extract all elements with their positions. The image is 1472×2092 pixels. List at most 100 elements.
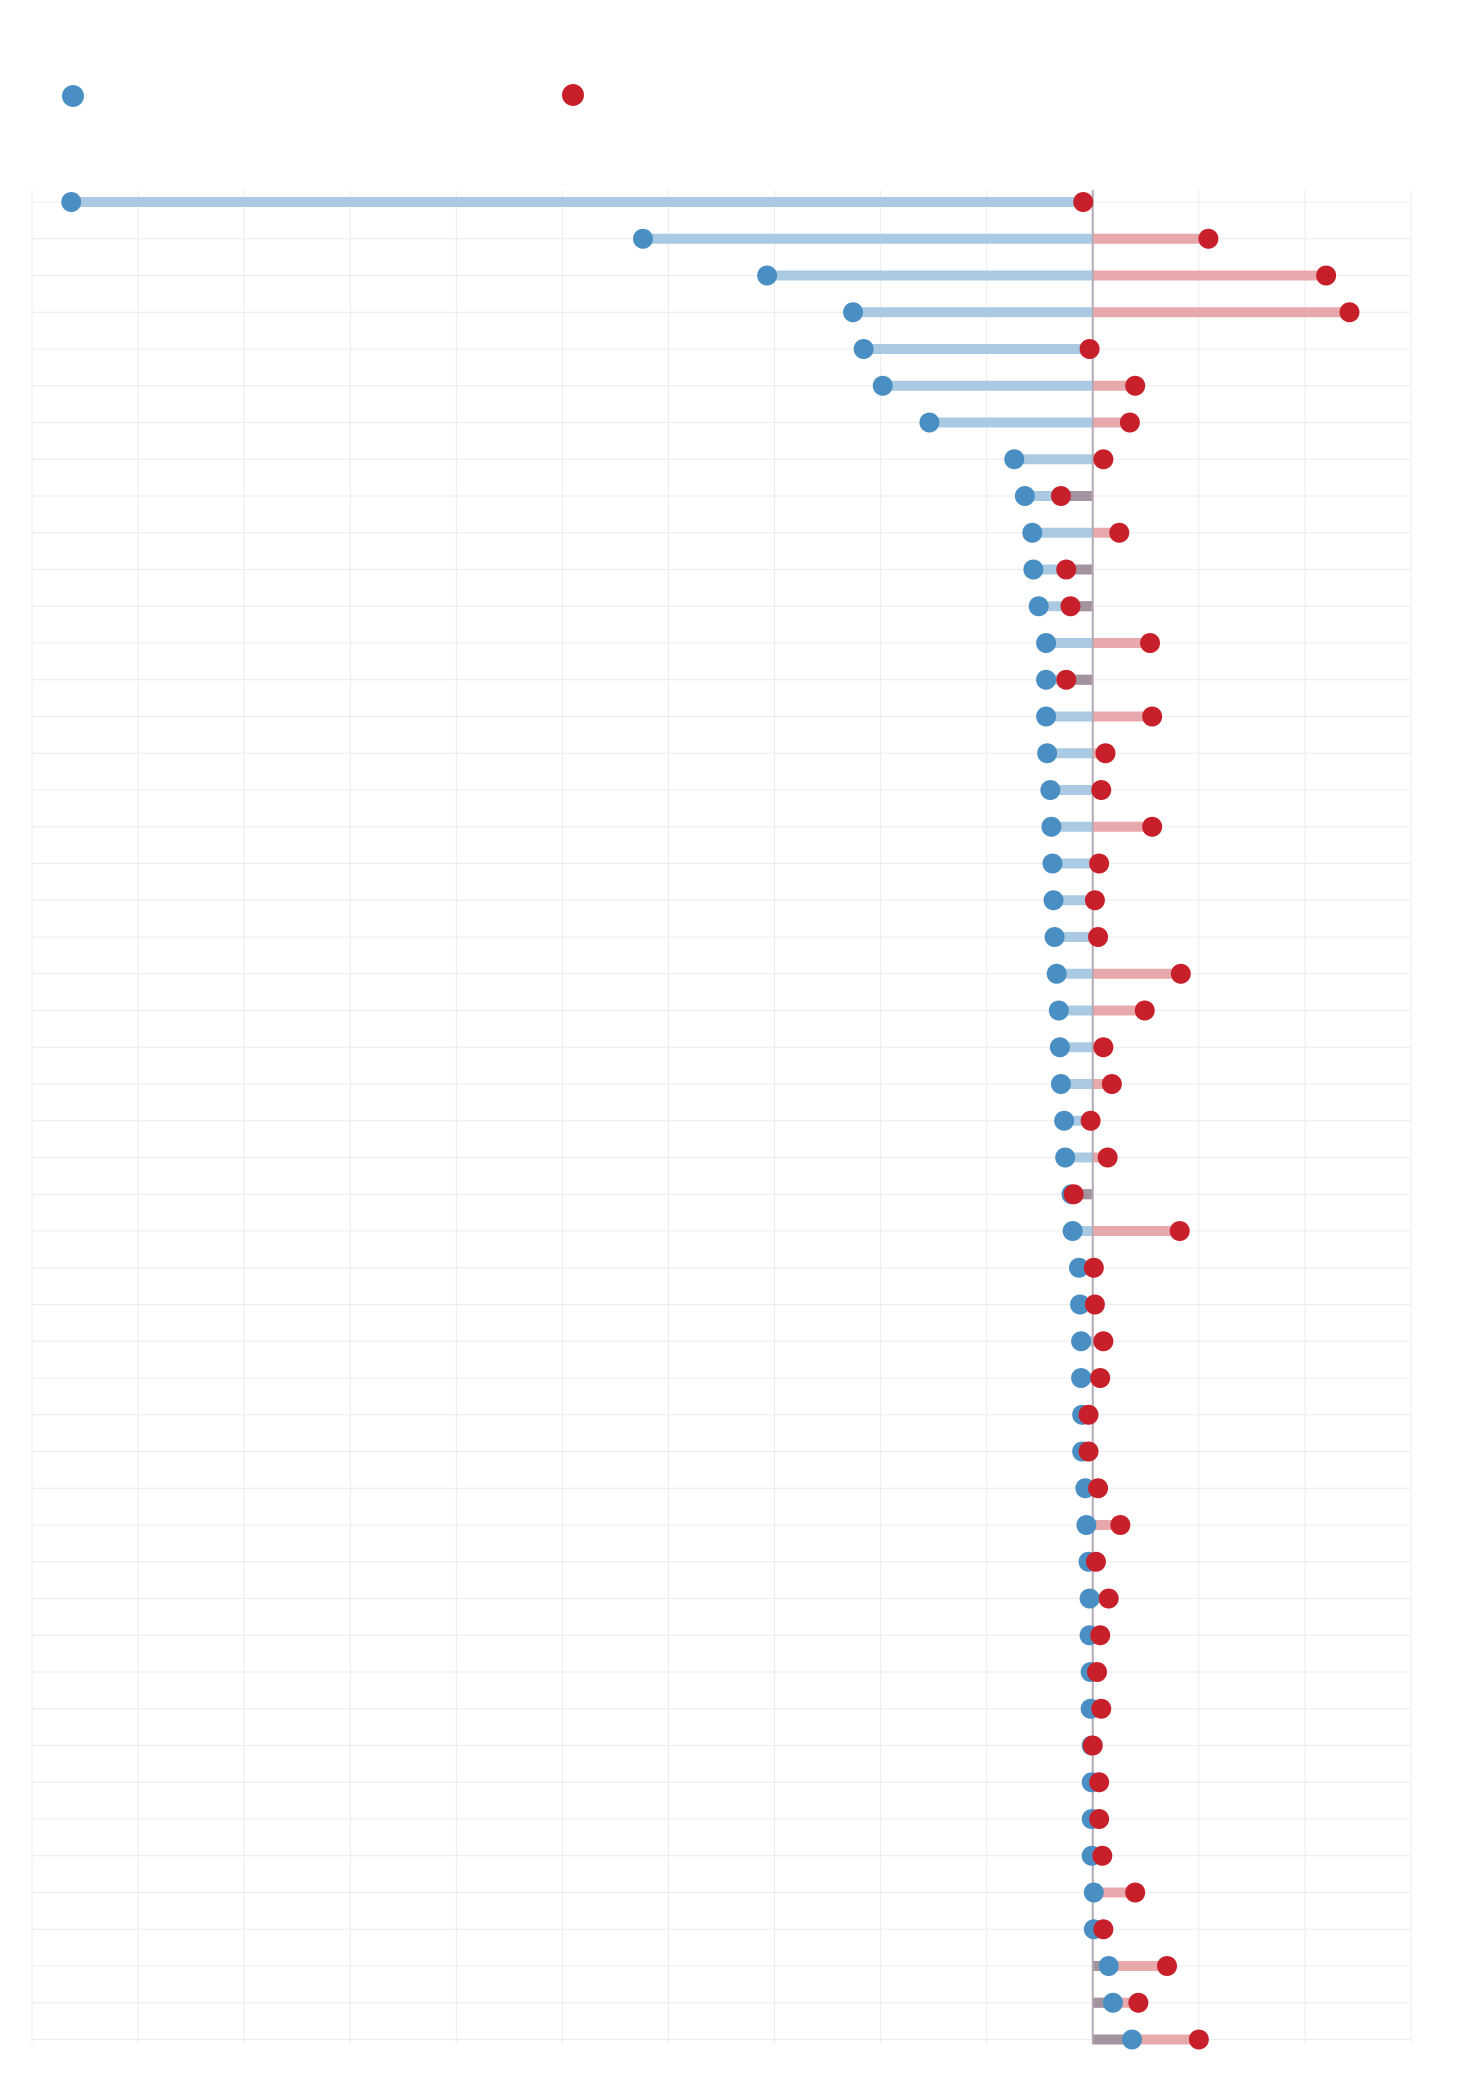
dot-series-b — [1090, 1368, 1111, 1388]
dot-series-a — [1042, 853, 1063, 874]
legend-marker-series-a — [62, 85, 84, 107]
bar-series-a — [1059, 1042, 1093, 1053]
bar-series-a — [1047, 748, 1093, 759]
bar-series-b — [1092, 233, 1209, 244]
dot-series-b — [1078, 1441, 1099, 1462]
bar-overlap — [1066, 674, 1093, 685]
dot-series-b — [1056, 669, 1077, 690]
dot-series-a — [1071, 1368, 1092, 1388]
bar-series-a — [1014, 454, 1093, 465]
dot-series-b — [1050, 486, 1071, 506]
dot-series-b — [1125, 375, 1146, 396]
dot-series-a — [1014, 486, 1035, 506]
dot-series-a — [1022, 522, 1043, 543]
dot-series-b — [1089, 1772, 1110, 1793]
legend-marker-series-b — [562, 84, 584, 106]
dot-series-b — [1093, 1331, 1114, 1352]
dot-series-a — [1054, 1110, 1075, 1131]
dot-series-b — [1339, 302, 1360, 323]
dot-series-a — [1050, 1074, 1071, 1094]
dot-series-b — [1092, 1845, 1113, 1866]
dot-series-b — [1093, 449, 1114, 470]
bar-series-a — [1058, 1005, 1093, 1016]
bar-overlap — [1066, 564, 1093, 575]
dot-series-b — [1085, 1551, 1106, 1572]
dot-series-b — [1063, 1184, 1084, 1205]
bar-series-a — [1046, 711, 1093, 722]
dot-series-a — [919, 412, 940, 433]
bar-series-a — [1051, 821, 1093, 832]
bar-series-a — [882, 380, 1093, 391]
bar-series-a — [1054, 932, 1093, 942]
dot-series-b — [1091, 1698, 1112, 1719]
bar-series-b — [1092, 1520, 1121, 1530]
dot-series-a — [1048, 1000, 1069, 1021]
dot-series-b — [1089, 853, 1110, 874]
dot-series-a — [757, 265, 778, 286]
bar-series-b — [1092, 307, 1350, 318]
dot-series-a — [1083, 1882, 1104, 1903]
dot-series-a — [1040, 780, 1061, 800]
bar-series-b — [1092, 1005, 1145, 1016]
dot-series-b — [1109, 522, 1130, 543]
bar-overlap — [1092, 1997, 1113, 2008]
dot-series-b — [1128, 1992, 1149, 2013]
dot-series-b — [1169, 1221, 1190, 1241]
bar-series-b — [1092, 1961, 1168, 1971]
bar-overlap — [1092, 2034, 1133, 2045]
dot-series-a — [61, 192, 82, 212]
dot-series-a — [1071, 1331, 1092, 1352]
bar-series-a — [1050, 785, 1093, 795]
bar-overlap — [1060, 491, 1093, 501]
dot-series-b — [1093, 1037, 1114, 1058]
dot-series-a — [1023, 559, 1044, 580]
bar-series-a — [1046, 638, 1093, 648]
dot-series-b — [1157, 1956, 1178, 1976]
bar-series-b — [1092, 1226, 1180, 1236]
dot-series-b — [1198, 228, 1219, 249]
dot-series-a — [1044, 927, 1065, 947]
dumbbell-dots — [61, 192, 1360, 2050]
dot-series-a — [1070, 1294, 1091, 1315]
bar-series-a — [1072, 1226, 1093, 1236]
dot-series-b — [1084, 890, 1105, 911]
bar-series-a — [853, 307, 1093, 318]
dot-series-a — [853, 339, 874, 359]
dot-series-a — [1036, 706, 1057, 727]
dot-series-b — [1101, 1074, 1122, 1094]
dot-series-a — [1041, 816, 1062, 837]
bar-series-b — [1092, 270, 1327, 281]
bar-series-a — [1064, 1115, 1093, 1126]
dot-series-b — [1316, 265, 1337, 286]
bar-series-b — [1092, 527, 1120, 538]
dot-series-a — [1004, 449, 1025, 470]
dot-series-a — [1037, 743, 1058, 764]
bar-series-a — [1060, 1079, 1093, 1089]
bar-series-b — [1092, 417, 1130, 428]
dot-series-b — [1125, 1882, 1146, 1903]
bar-series-a — [1065, 1152, 1093, 1163]
dot-series-b — [1083, 1257, 1104, 1278]
legend — [62, 84, 584, 107]
dot-series-a — [633, 228, 654, 249]
dot-series-a — [1046, 963, 1067, 984]
bar-series-a — [1032, 527, 1093, 538]
bar-series-a — [1052, 858, 1093, 869]
dot-series-b — [1090, 1625, 1111, 1646]
dot-series-b — [1095, 743, 1116, 764]
bar-series-a — [863, 344, 1093, 354]
bar-series-b — [1092, 711, 1153, 722]
dot-series-b — [1098, 1588, 1119, 1609]
bar-series-a — [71, 197, 1093, 207]
dot-series-a — [1079, 1588, 1100, 1609]
dot-series-a — [1076, 1515, 1097, 1535]
bar-series-a — [767, 270, 1093, 281]
dot-series-a — [1036, 669, 1057, 690]
dot-series-a — [1062, 1221, 1083, 1241]
grid — [31, 190, 1412, 2044]
dot-series-a — [1055, 1147, 1076, 1168]
dot-series-b — [1188, 2029, 1209, 2050]
dot-series-b — [1073, 192, 1094, 212]
dot-series-b — [1082, 1735, 1103, 1756]
